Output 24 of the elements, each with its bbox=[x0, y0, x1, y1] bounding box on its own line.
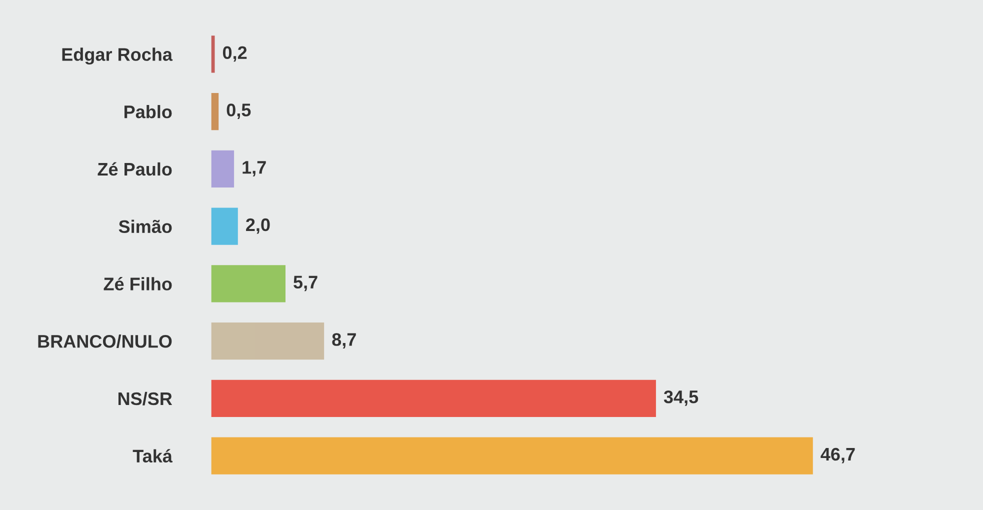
data-label: 0,5 bbox=[226, 104, 251, 120]
bar bbox=[211, 322, 324, 360]
bar bbox=[211, 150, 234, 188]
data-label: 34,5 bbox=[664, 390, 698, 406]
bar bbox=[211, 380, 656, 418]
y-tick-label: NS/SR bbox=[118, 392, 172, 406]
bar bbox=[211, 437, 813, 474]
bar bbox=[211, 36, 215, 73]
y-tick-label: Zé Filho bbox=[104, 276, 172, 290]
y-tick-label: Taká bbox=[132, 449, 173, 463]
data-label: 46,7 bbox=[820, 448, 855, 464]
data-label: 0,2 bbox=[222, 46, 247, 62]
bar bbox=[211, 265, 286, 302]
data-label: 2,0 bbox=[246, 218, 270, 234]
y-tick-label: BRANCO/NULO bbox=[38, 334, 172, 348]
y-tick-label: Edgar Rocha bbox=[62, 48, 173, 65]
data-label: 1,7 bbox=[242, 161, 266, 176]
y-tick-label: Simão bbox=[118, 220, 172, 234]
bar bbox=[211, 208, 238, 245]
y-tick-label: Pablo bbox=[124, 105, 172, 118]
bar bbox=[211, 92, 219, 130]
y-tick-label: Zé Paulo bbox=[98, 162, 172, 176]
data-label: 5,7 bbox=[294, 276, 318, 292]
data-label: 8,7 bbox=[332, 333, 356, 349]
